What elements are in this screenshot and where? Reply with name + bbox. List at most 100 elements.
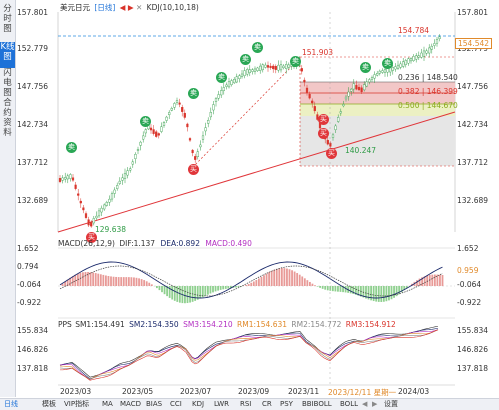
macd-bar bbox=[431, 275, 433, 286]
fib-0236-label: 0.236 | 148.540 bbox=[398, 73, 458, 82]
sell-marker[interactable]: 卖 bbox=[382, 58, 393, 69]
macd-title[interactable]: MACD(26,12,9) bbox=[58, 239, 115, 248]
y-label-right-0: 157.801 bbox=[457, 8, 488, 17]
sell-marker[interactable]: 卖 bbox=[360, 62, 371, 73]
sell-marker[interactable]: 卖 bbox=[66, 142, 77, 153]
macd-dif: DIF:1.137 bbox=[119, 239, 155, 248]
candle-body bbox=[166, 117, 168, 120]
macd-bar bbox=[309, 282, 311, 286]
candle-body bbox=[163, 122, 165, 125]
sell-marker[interactable]: 卖 bbox=[252, 42, 263, 53]
candle-body bbox=[356, 85, 358, 89]
candle-body bbox=[96, 216, 98, 218]
sell-marker[interactable]: 卖 bbox=[216, 72, 227, 83]
candle-body bbox=[382, 71, 384, 73]
candle-body bbox=[176, 101, 178, 103]
toolbar-settings[interactable]: 设置 bbox=[384, 399, 398, 410]
toolbar-cr[interactable]: CR bbox=[262, 399, 272, 410]
toolbar-bias[interactable]: BIAS bbox=[146, 399, 162, 410]
candle-body bbox=[410, 58, 412, 61]
candle-body bbox=[306, 88, 308, 92]
candle-body bbox=[335, 126, 337, 130]
candle-body bbox=[210, 112, 212, 117]
macd-bar bbox=[133, 277, 135, 286]
macd-bar bbox=[136, 278, 138, 286]
toolbar-prev-icon[interactable]: ◀ bbox=[362, 399, 367, 410]
candle-body bbox=[161, 127, 163, 132]
candle-body bbox=[197, 152, 199, 157]
candle-body bbox=[244, 71, 246, 76]
toolbar-cci[interactable]: CCI bbox=[170, 399, 182, 410]
toolbar-kdj[interactable]: KDJ bbox=[192, 399, 204, 410]
macd-bar bbox=[322, 286, 324, 289]
macd-bar bbox=[207, 286, 209, 295]
candle-body bbox=[421, 53, 423, 57]
candle-body bbox=[137, 149, 139, 151]
macd-bar bbox=[131, 277, 133, 286]
macd-y-right-3: -0.922 bbox=[457, 298, 481, 307]
pps-title[interactable]: PPS bbox=[58, 320, 72, 329]
candle-body bbox=[226, 85, 228, 87]
toolbar-lwr[interactable]: LWR bbox=[214, 399, 229, 410]
macd-bar bbox=[161, 286, 163, 292]
buy-marker[interactable]: 买 bbox=[318, 128, 329, 139]
macd-bar bbox=[90, 272, 92, 286]
candle-body bbox=[309, 94, 311, 98]
toolbar-rsi[interactable]: RSI bbox=[240, 399, 251, 410]
candle-body bbox=[431, 46, 433, 49]
candle-body bbox=[301, 68, 303, 71]
sell-marker[interactable]: 卖 bbox=[290, 56, 301, 67]
candle-body bbox=[220, 90, 222, 95]
macd-bar bbox=[143, 280, 145, 286]
y-label-left-1: 152.779 bbox=[17, 44, 48, 53]
candle-body bbox=[181, 107, 183, 111]
macd-bar bbox=[238, 286, 240, 287]
macd-bar bbox=[393, 286, 395, 298]
macd-bar bbox=[324, 286, 326, 290]
macd-bar bbox=[212, 286, 214, 292]
macd-bar bbox=[92, 273, 94, 286]
buy-marker[interactable]: 买 bbox=[188, 164, 199, 175]
candle-body bbox=[387, 69, 389, 72]
toolbar-bbiboll[interactable]: BBIBOLL bbox=[302, 399, 332, 410]
sell-marker[interactable]: 卖 bbox=[140, 116, 151, 127]
candle-body bbox=[124, 173, 126, 178]
candle-body bbox=[272, 66, 274, 69]
toolbar-next-icon[interactable]: ▶ bbox=[372, 399, 377, 410]
toolbar-vip[interactable]: VIP指标 bbox=[64, 399, 89, 410]
toolbar-psy[interactable]: PSY bbox=[280, 399, 293, 410]
macd-bar bbox=[373, 286, 375, 301]
pps-sm2: SM2:154.350 bbox=[129, 320, 179, 329]
candle-body bbox=[361, 88, 363, 92]
candle-body bbox=[343, 104, 345, 106]
toolbar-template[interactable]: 模板 bbox=[42, 399, 56, 410]
macd-bar bbox=[276, 269, 278, 286]
pps-line bbox=[60, 326, 438, 377]
candle-body bbox=[103, 205, 105, 209]
toolbar-macd[interactable]: MACD bbox=[120, 399, 141, 410]
pps-sm1: SM1:154.491 bbox=[75, 320, 125, 329]
toolbar-period[interactable]: 日线 bbox=[4, 399, 18, 410]
macd-bar bbox=[245, 285, 247, 286]
candle-body bbox=[369, 80, 371, 82]
macd-bar bbox=[123, 277, 125, 286]
buy-marker[interactable]: 买 bbox=[318, 114, 329, 125]
candle-body bbox=[64, 177, 66, 179]
macd-bar bbox=[294, 272, 296, 286]
candle-body bbox=[413, 56, 415, 60]
buy-marker[interactable]: 买 bbox=[326, 148, 337, 159]
y-label-left-5: 132.689 bbox=[17, 196, 48, 205]
x-label-3: 2023/09 bbox=[238, 387, 269, 396]
macd-bar bbox=[82, 272, 84, 286]
candle-body bbox=[384, 69, 386, 72]
toolbar-ma[interactable]: MA bbox=[102, 399, 113, 410]
candle-body bbox=[400, 64, 402, 67]
candle-body bbox=[285, 64, 287, 68]
candle-body bbox=[129, 169, 131, 171]
sell-marker[interactable]: 卖 bbox=[188, 88, 199, 99]
sell-marker[interactable]: 卖 bbox=[240, 54, 251, 65]
toolbar-boll[interactable]: BOLL bbox=[340, 399, 358, 410]
macd-bar bbox=[125, 277, 127, 286]
support-trendline bbox=[58, 112, 455, 232]
candle-body bbox=[350, 89, 352, 91]
